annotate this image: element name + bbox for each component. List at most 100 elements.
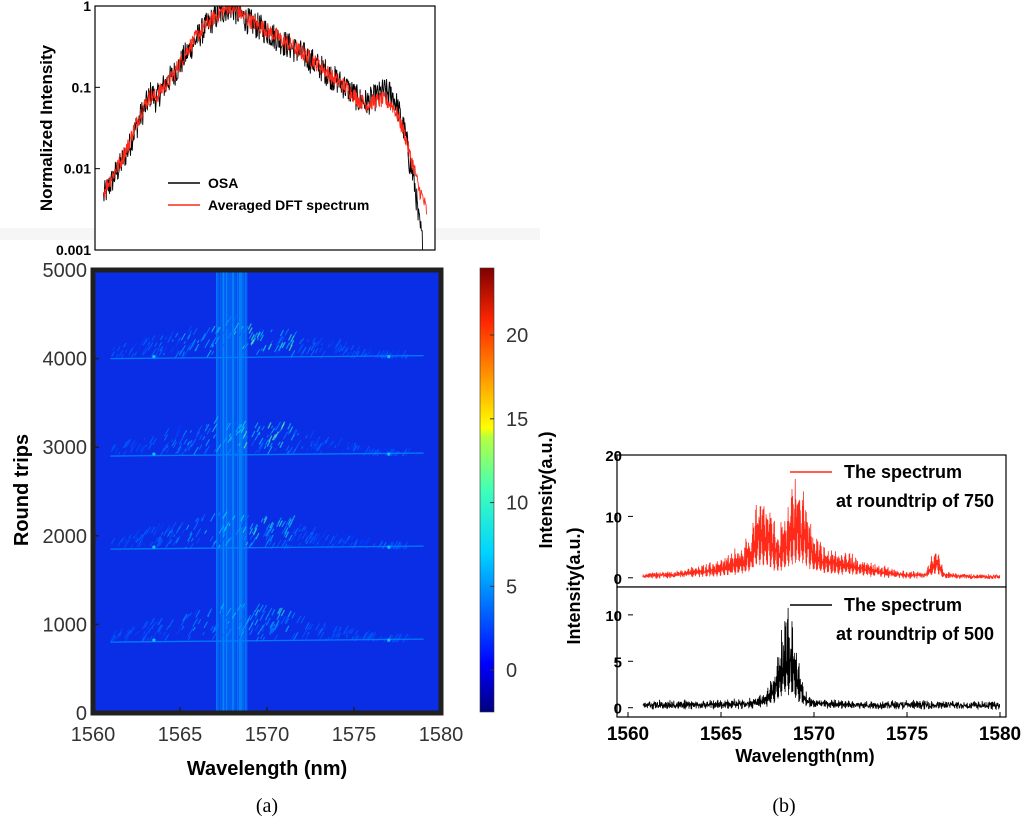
- heatmap-fringe: [216, 443, 222, 453]
- heatmap-fringe: [312, 538, 317, 545]
- heatmap-fringe: [256, 337, 260, 341]
- heatmap-fringe: [269, 522, 275, 531]
- y-tick-label: 10: [605, 509, 622, 526]
- heatmap-fringe: [114, 447, 119, 454]
- y-tick-label: 2000: [43, 526, 88, 548]
- heatmap-fringe: [271, 626, 277, 634]
- heatmap-fringe: [301, 526, 305, 532]
- heatmap-fringe: [151, 335, 156, 342]
- heatmap-fringe: [118, 350, 123, 357]
- legend-label-750-line2: at roundtrip of 750: [836, 491, 994, 511]
- x-tick-label: 1565: [158, 724, 203, 746]
- heatmap-fringe: [353, 634, 357, 639]
- heatmap-fringe: [215, 326, 220, 334]
- heatmap-fringe: [155, 354, 158, 358]
- heatmap-fringe: [335, 338, 342, 347]
- heatmap-fringe: [293, 632, 299, 640]
- heatmap-fringe: [119, 631, 122, 635]
- heatmap-streak: [219, 270, 221, 713]
- heatmap-fringe: [309, 623, 314, 631]
- heatmap-fringe: [170, 521, 177, 531]
- heatmap-fringe: [270, 329, 273, 333]
- heatmap-fringe: [128, 347, 134, 356]
- heatmap-fringe: [198, 434, 203, 440]
- heatmap-fringe: [313, 441, 319, 450]
- heatmap-fringe: [335, 631, 340, 638]
- heatmap-fringe: [359, 445, 364, 452]
- heatmap-hotspot: [263, 517, 268, 524]
- heatmap-fringe: [296, 615, 302, 624]
- heatmap-fringe: [118, 633, 122, 638]
- heatmap-hotspot: [278, 520, 283, 527]
- heatmap-fringe: [281, 539, 287, 548]
- heatmap-fringe: [355, 350, 360, 357]
- heatmap-fringe: [159, 447, 166, 457]
- heatmap-fringe: [332, 633, 336, 638]
- heatmap-fringe: [139, 445, 144, 452]
- heatmap-hotspot: [254, 609, 259, 616]
- heatmap-fringe: [317, 337, 323, 345]
- heatmap-fringe: [233, 322, 240, 332]
- heatmap-fringe: [235, 447, 241, 456]
- heatmap-fringe: [210, 625, 214, 631]
- heatmap-fringe: [354, 538, 359, 545]
- heatmap-fringe: [353, 444, 359, 453]
- heatmap-fringe: [221, 629, 227, 638]
- colorbar: [479, 267, 495, 713]
- heatmap-fringe: [294, 533, 298, 537]
- heatmap-streak: [221, 270, 223, 713]
- heatmap-fringe: [158, 536, 162, 540]
- colorbar-label: Intensity(a.u.): [536, 431, 556, 548]
- heatmap-fringe: [321, 529, 327, 539]
- heatmap-fringe: [140, 337, 146, 347]
- heatmap-fringe: [166, 524, 171, 531]
- heatmap-fringe: [250, 422, 254, 427]
- heatmap-fringe: [396, 453, 399, 457]
- heatmap-hotspot: [259, 334, 264, 342]
- heatmap-streak: [245, 270, 247, 713]
- heatmap-fringe: [238, 332, 242, 336]
- heatmap-fringe: [220, 603, 225, 609]
- heatmap-fringe: [262, 346, 267, 354]
- heatmap-fringe: [196, 537, 201, 544]
- y-tick-label: 0: [614, 571, 622, 588]
- legend: OSA Averaged DFT spectrum: [168, 175, 369, 213]
- heatmap-fringe: [190, 537, 194, 542]
- heatmap-hotspot: [240, 426, 245, 434]
- heatmap-fringe: [211, 343, 214, 347]
- heatmap-fringe: [267, 340, 274, 349]
- heatmap-fringe: [161, 635, 165, 640]
- heatmap-hotspot: [254, 619, 259, 626]
- heatmap-fringe: [218, 513, 222, 518]
- heatmap-fringe: [157, 624, 162, 632]
- heatmap-hotspot: [253, 332, 258, 339]
- heatmap-fringe: [284, 537, 290, 546]
- heatmap-fringe: [292, 428, 297, 435]
- heatmap-fringe: [304, 536, 309, 543]
- heatmap-fringe: [316, 443, 322, 452]
- heatmap-fringe: [277, 441, 281, 446]
- legend-label-500-line1: The spectrum: [844, 595, 962, 615]
- heatmap-fringe: [186, 330, 193, 339]
- heatmap-fringe: [402, 541, 408, 550]
- heatmap-fringe: [351, 636, 355, 640]
- heatmap-fringe: [144, 530, 148, 536]
- legend-label-dft: Averaged DFT spectrum: [208, 197, 369, 213]
- heatmap-fringe: [395, 541, 401, 550]
- heatmap-fringe: [392, 540, 399, 550]
- heatmap-fringe: [362, 632, 368, 640]
- heatmap-fringe: [254, 603, 260, 613]
- heatmap-fringe: [266, 523, 271, 530]
- heatmap-hotspot: [288, 344, 293, 352]
- heatmap-fringe: [339, 347, 343, 353]
- heatmap-fringe: [281, 336, 286, 343]
- heatmap-fringe: [251, 530, 254, 534]
- heatmap-fringe: [158, 523, 164, 532]
- heatmap-fringe: [142, 352, 145, 356]
- heatmap-fringe: [366, 348, 372, 357]
- heatmap-fringe: [283, 530, 288, 537]
- heatmap-fringe: [285, 445, 290, 451]
- heatmap-fringe: [242, 345, 245, 350]
- heatmap-fringe: [267, 607, 273, 616]
- heatmap-fringe: [164, 336, 167, 340]
